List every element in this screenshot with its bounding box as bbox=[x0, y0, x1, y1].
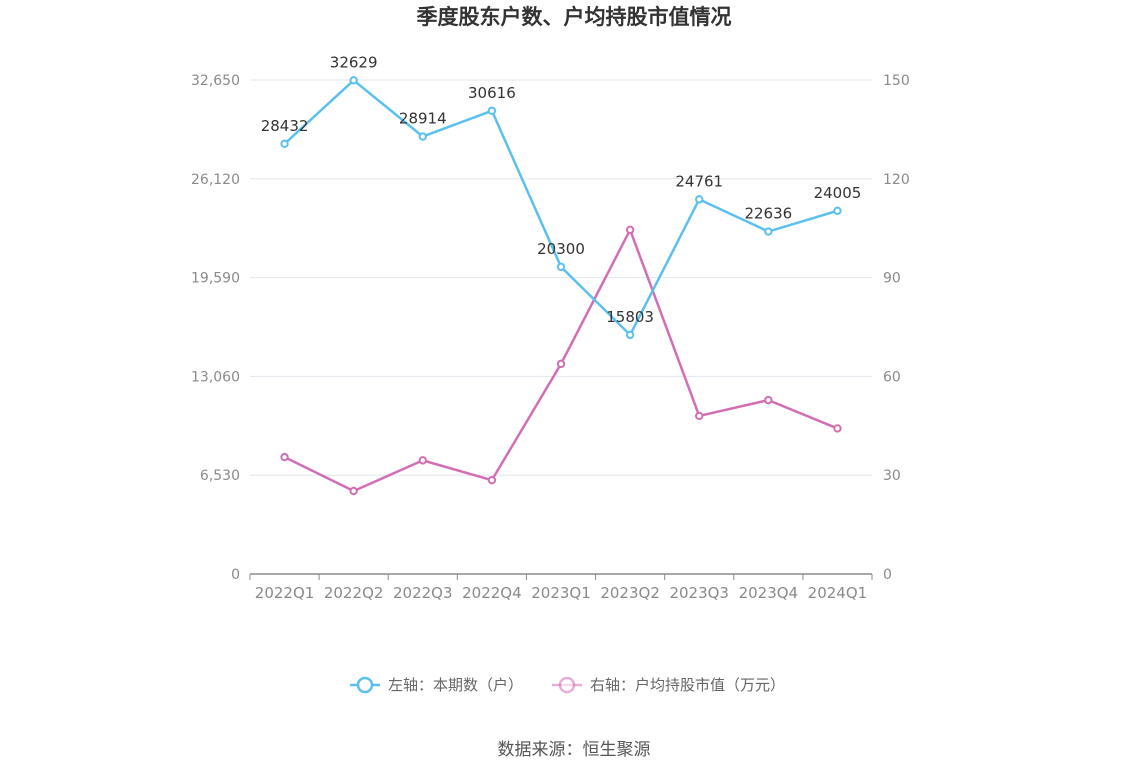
right-tick-label: 30 bbox=[883, 468, 901, 484]
legend-label: 右轴：户均持股市值（万元） bbox=[590, 676, 785, 694]
data-point[interactable] bbox=[625, 225, 635, 235]
x-tick-label: 2023Q4 bbox=[739, 584, 799, 602]
data-point[interactable] bbox=[764, 227, 773, 236]
left-tick-label: 6,530 bbox=[200, 468, 240, 484]
data-point[interactable] bbox=[833, 206, 842, 216]
chart-title: 季度股东户数、户均持股市值情况 bbox=[417, 5, 732, 29]
data-label: 20300 bbox=[537, 240, 585, 258]
legend-item-avg-value[interactable]: 右轴：户均持股市值（万元） bbox=[552, 676, 785, 694]
x-tick-label: 2022Q4 bbox=[462, 584, 522, 602]
data-label: 24005 bbox=[814, 184, 862, 202]
legend-marker bbox=[356, 676, 374, 694]
right-tick-label: 60 bbox=[883, 369, 901, 385]
left-tick-label: 0 bbox=[231, 567, 240, 583]
grid bbox=[250, 79, 872, 476]
legend-marker bbox=[558, 676, 576, 694]
x-axis: 2022Q1 2022Q2 2022Q3 2022Q4 2023Q1 2023Q2 2023… bbox=[249, 573, 873, 602]
right-tick-label: 90 bbox=[883, 271, 901, 287]
x-tick-label: 2022Q1 bbox=[255, 584, 315, 602]
legend-item-holders[interactable]: 左轴：本期数（户） bbox=[350, 676, 523, 694]
data-point[interactable] bbox=[625, 330, 635, 340]
data-point[interactable] bbox=[349, 486, 358, 496]
data-label: 28914 bbox=[399, 110, 447, 128]
x-tick-label: 2022Q3 bbox=[393, 584, 453, 602]
right-tick-label: 150 bbox=[883, 73, 910, 89]
right-tick-label: 120 bbox=[883, 172, 910, 188]
right-axis: 0 30 60 90 120 150 bbox=[883, 73, 910, 583]
series-layer: 28432 32629 28914 30616 20300 15803 24761 22636… bbox=[261, 53, 862, 496]
left-tick-label: 19,590 bbox=[191, 271, 240, 287]
data-point[interactable] bbox=[764, 395, 773, 405]
left-tick-label: 26,120 bbox=[191, 172, 240, 188]
data-point[interactable] bbox=[280, 139, 289, 149]
data-label: 30616 bbox=[468, 84, 516, 102]
data-point[interactable] bbox=[695, 411, 704, 421]
left-axis: 0 6,530 13,060 19,590 26,120 32,650 bbox=[191, 73, 240, 583]
x-tick-label: 2022Q2 bbox=[324, 584, 384, 602]
data-point[interactable] bbox=[418, 456, 427, 465]
data-point[interactable] bbox=[349, 76, 358, 85]
data-point[interactable] bbox=[833, 424, 842, 433]
data-point[interactable] bbox=[556, 262, 566, 272]
data-label: 28432 bbox=[261, 117, 309, 135]
data-point[interactable] bbox=[556, 359, 566, 369]
data-point[interactable] bbox=[280, 452, 289, 462]
data-point[interactable] bbox=[695, 195, 704, 204]
x-tick-label: 2023Q2 bbox=[600, 584, 660, 602]
right-tick-label: 0 bbox=[883, 567, 892, 583]
x-tick-label: 2024Q1 bbox=[808, 584, 868, 602]
legend-label: 左轴：本期数（户） bbox=[388, 676, 523, 694]
data-point[interactable] bbox=[487, 106, 497, 115]
data-label: 15803 bbox=[606, 308, 654, 326]
data-point[interactable] bbox=[418, 132, 427, 141]
data-label: 32629 bbox=[330, 53, 378, 71]
x-tick-label: 2023Q3 bbox=[669, 584, 729, 602]
data-label: 24761 bbox=[675, 172, 723, 190]
x-tick-label: 2023Q1 bbox=[531, 584, 591, 602]
left-tick-label: 32,650 bbox=[191, 73, 240, 89]
data-label: 22636 bbox=[744, 205, 792, 223]
left-tick-label: 13,060 bbox=[191, 369, 240, 385]
data-point[interactable] bbox=[487, 475, 497, 485]
source-text: 数据来源：恒生聚源 bbox=[498, 740, 651, 760]
legend[interactable]: 左轴：本期数（户） 右轴：户均持股市值（万元） bbox=[350, 676, 785, 694]
